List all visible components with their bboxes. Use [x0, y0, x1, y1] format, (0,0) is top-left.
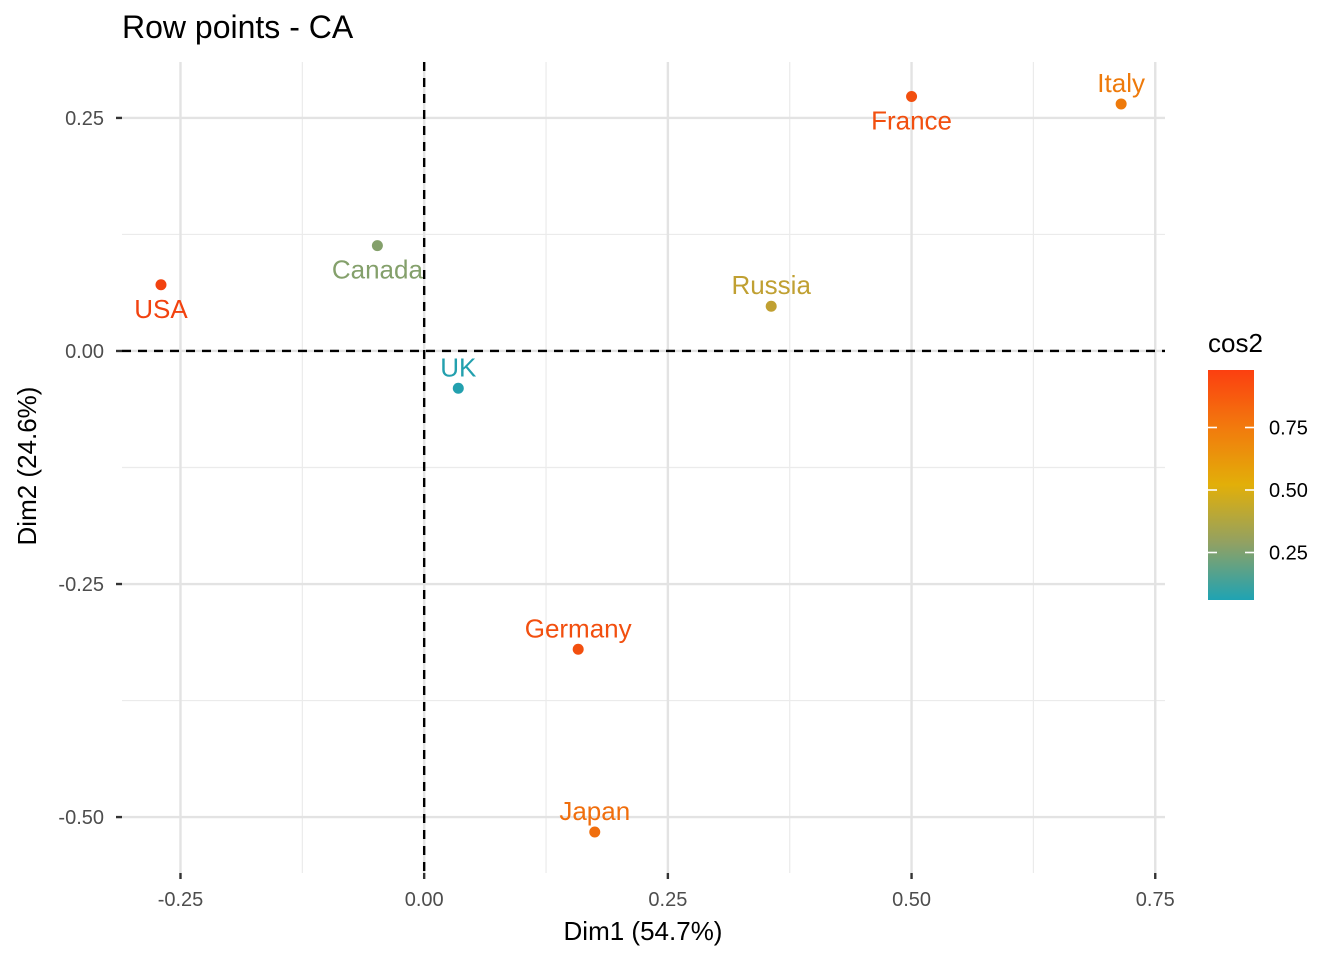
y-tick-label: 0.25: [65, 108, 104, 130]
point-label-canada: Canada: [332, 255, 424, 285]
axes: -0.25 0.00 0.25 0.50 0.75 0.25 0.00 -0.25 -0.50: [58, 108, 1174, 911]
point-canada: [371, 240, 383, 252]
point-label-uk: UK: [440, 352, 477, 382]
point-germany: [572, 643, 584, 655]
point-russia: [765, 300, 777, 312]
legend-colorbar: [1208, 370, 1254, 600]
x-tick-label: 0.25: [648, 889, 687, 911]
point-label-usa: USA: [134, 294, 188, 324]
point-usa: [155, 279, 167, 291]
point-label-japan: Japan: [559, 796, 630, 826]
legend-tick-label: 0.75: [1269, 418, 1308, 440]
chart-title: Row points - CA: [122, 9, 354, 45]
point-label-france: France: [871, 105, 952, 135]
point-italy: [1115, 98, 1127, 110]
point-france: [906, 90, 918, 102]
y-tick-label: -0.50: [58, 807, 104, 829]
point-label-germany: Germany: [525, 613, 632, 643]
legend-tick-label: 0.25: [1269, 543, 1308, 565]
data-points: [155, 90, 1127, 838]
x-axis-title: Dim1 (54.7%): [564, 916, 723, 946]
x-tick-label: 0.75: [1136, 889, 1175, 911]
x-tick-label: -0.25: [158, 889, 204, 911]
point-label-italy: Italy: [1097, 68, 1145, 98]
y-tick-label: -0.25: [58, 574, 104, 596]
point-uk: [452, 382, 464, 394]
x-tick-label: 0.50: [892, 889, 931, 911]
point-japan: [589, 826, 601, 838]
cos2-legend: cos2 0.75 0.50 0.25: [1208, 328, 1308, 600]
reference-lines: [122, 62, 1165, 873]
legend-title: cos2: [1208, 328, 1263, 358]
legend-tick-label: 0.50: [1269, 480, 1308, 502]
x-tick-label: 0.00: [405, 889, 444, 911]
legend-ticks: 0.75 0.50 0.25: [1208, 418, 1308, 565]
point-labels: France Italy Canada USA Russia UK Germany Japan: [134, 68, 1145, 826]
minor-grid: [122, 62, 1165, 873]
point-label-russia: Russia: [731, 270, 811, 300]
y-tick-label: 0.00: [65, 341, 104, 363]
y-axis-title: Dim2 (24.6%): [12, 387, 42, 546]
